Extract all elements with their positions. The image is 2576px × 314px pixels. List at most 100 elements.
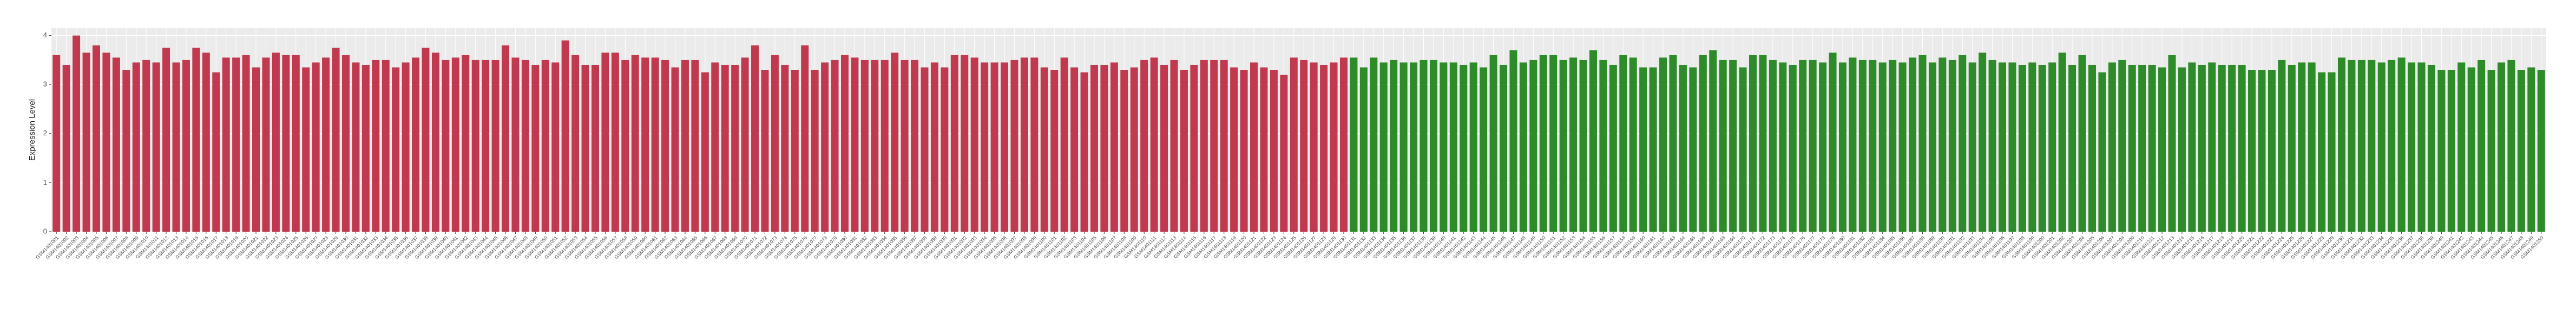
- bar: [451, 57, 459, 232]
- bar: [1060, 57, 1068, 232]
- bar: [1529, 60, 1537, 232]
- bar: [851, 57, 859, 232]
- bar: [302, 67, 310, 232]
- bar: [1420, 60, 1428, 232]
- bar: [791, 70, 799, 232]
- ticks: 01234GSM1401001GSM1401002GSM1401003GSM14…: [35, 31, 2545, 260]
- bar: [1100, 64, 1108, 232]
- bar: [1339, 57, 1348, 232]
- bar: [811, 70, 819, 232]
- bar: [2248, 70, 2256, 232]
- bar: [2178, 67, 2186, 232]
- bar: [561, 40, 569, 232]
- bar: [1220, 60, 1228, 232]
- bar: [1749, 55, 1757, 232]
- bar: [2447, 70, 2455, 232]
- bar: [860, 60, 869, 232]
- bar: [921, 67, 929, 232]
- bar: [2238, 64, 2246, 232]
- bar: [930, 62, 938, 232]
- bar: [282, 55, 290, 232]
- bar: [2308, 62, 2316, 232]
- bar: [422, 48, 430, 232]
- bar: [73, 35, 81, 232]
- bar: [2058, 53, 2066, 232]
- bar: [1210, 60, 1218, 232]
- bar: [1809, 60, 1817, 232]
- bar: [1150, 57, 1158, 232]
- bar: [1250, 62, 1258, 232]
- bar: [2168, 55, 2176, 232]
- bar: [1040, 67, 1048, 232]
- bar: [901, 60, 909, 232]
- bar: [551, 62, 560, 232]
- bar: [1849, 57, 1857, 232]
- bar: [252, 67, 260, 232]
- bar: [1759, 55, 1767, 232]
- bar: [1898, 62, 1907, 232]
- bar: [142, 60, 150, 232]
- bar: [2268, 70, 2276, 232]
- bar: [2138, 64, 2146, 232]
- bar: [1569, 57, 1578, 232]
- bar: [2397, 57, 2406, 232]
- bar: [2158, 67, 2166, 232]
- bar: [1460, 64, 1468, 232]
- bar: [1001, 62, 1009, 232]
- bar: [970, 57, 978, 232]
- bar: [471, 60, 479, 232]
- bar: [2318, 72, 2326, 232]
- bar: [1938, 57, 1947, 232]
- bar: [362, 64, 370, 232]
- bar: [1469, 62, 1477, 232]
- bar: [2467, 67, 2475, 232]
- bar: [1390, 60, 1398, 232]
- bar: [1789, 64, 1797, 232]
- bar: [1130, 67, 1138, 232]
- bar: [2457, 62, 2466, 232]
- bar: [801, 45, 809, 232]
- bar: [2408, 62, 2416, 232]
- bar: [1589, 50, 1597, 232]
- bar: [52, 55, 61, 232]
- bar: [2108, 62, 2116, 232]
- bar: [1878, 62, 1887, 232]
- y-tick-label: 4: [43, 31, 47, 39]
- bar: [1659, 57, 1667, 232]
- bar: [162, 48, 170, 232]
- bar: [961, 55, 969, 232]
- bar: [1010, 60, 1018, 232]
- bar: [1948, 60, 1956, 232]
- bar: [2018, 64, 2026, 232]
- bar: [2537, 70, 2545, 232]
- bar: [1120, 70, 1128, 232]
- bar: [1080, 72, 1088, 232]
- bar: [741, 57, 749, 232]
- bar: [581, 64, 589, 232]
- bar: [2128, 64, 2136, 232]
- bar: [482, 60, 490, 232]
- bar: [212, 72, 220, 232]
- y-tick-label: 2: [43, 129, 47, 137]
- bar: [2368, 60, 2376, 232]
- bar: [1200, 60, 1208, 232]
- bar: [2507, 60, 2515, 232]
- bar: [192, 48, 200, 232]
- bar: [1709, 50, 1717, 232]
- bar: [1160, 64, 1168, 232]
- bar: [681, 60, 689, 232]
- bar: [1629, 57, 1637, 232]
- bar: [1320, 64, 1328, 232]
- bar: [1679, 64, 1687, 232]
- bar: [831, 60, 839, 232]
- bar: [661, 60, 669, 232]
- bar: [1240, 70, 1248, 232]
- bar: [442, 60, 450, 232]
- bar: [2517, 70, 2525, 232]
- bar: [1180, 70, 1188, 232]
- bar: [891, 53, 899, 232]
- bar: [1260, 67, 1268, 232]
- bar: [232, 57, 240, 232]
- bar: [1639, 67, 1647, 232]
- bar: [571, 55, 580, 232]
